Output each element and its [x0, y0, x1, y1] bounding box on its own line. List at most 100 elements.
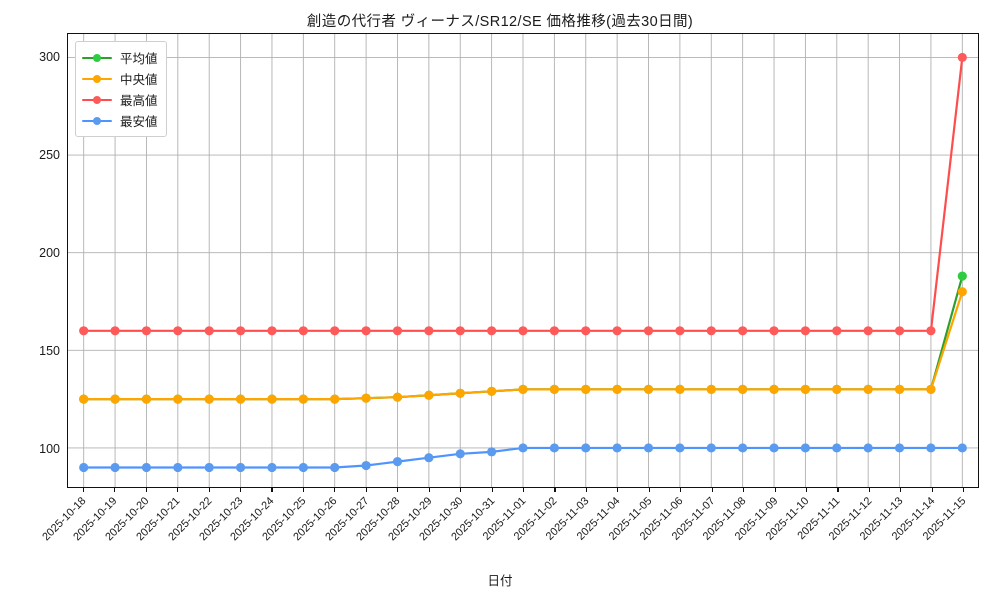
data-point: [643, 384, 654, 394]
data-point: [581, 384, 591, 394]
data-point: [738, 326, 748, 336]
legend-item-1[interactable]: 平均値: [82, 47, 158, 68]
data-point: [110, 394, 120, 404]
data-point: [267, 462, 277, 473]
data-point: [800, 384, 811, 394]
data-point: [79, 326, 89, 336]
data-point: [204, 326, 214, 336]
data-point: [361, 460, 371, 471]
data-point: [79, 394, 89, 404]
data-point: [487, 447, 497, 457]
data-point: [110, 326, 120, 336]
x-tick-mark: [239, 488, 242, 492]
data-point: [235, 326, 246, 336]
data-point: [643, 443, 654, 453]
legend-swatch-icon: [82, 52, 112, 64]
legend-swatch-icon: [82, 73, 112, 85]
data-point: [487, 326, 497, 336]
data-point: [832, 443, 842, 453]
data-point: [330, 394, 340, 404]
data-point: [581, 326, 591, 336]
data-point: [675, 384, 685, 394]
gridlines: [68, 34, 978, 487]
x-axis-ticks: 2025-10-18 2025-10-19 2025-10-20 2025-10-21…: [40, 488, 979, 598]
x-tick-mark: [365, 488, 367, 492]
x-tick-mark: [711, 488, 713, 492]
x-tick-mark: [900, 488, 902, 492]
data-point: [675, 326, 685, 336]
legend-label: 最高値: [120, 94, 158, 108]
data-point: [173, 326, 183, 336]
data-point: [361, 326, 371, 336]
series-layer: [79, 52, 967, 473]
legend-item-3[interactable]: 最高値: [82, 89, 158, 110]
data-point: [235, 462, 246, 473]
data-point: [487, 386, 497, 396]
series-line: [82, 275, 964, 401]
data-point: [894, 384, 905, 394]
x-tick-mark: [617, 488, 619, 492]
data-point: [141, 394, 152, 404]
data-point: [957, 287, 967, 297]
x-tick-mark: [585, 488, 587, 492]
data-point: [518, 326, 528, 336]
data-point: [549, 326, 559, 336]
legend-label: 中央値: [120, 73, 158, 87]
y-axis-ticks: 100 150 200 250 300: [8, 33, 74, 488]
legend-item-2[interactable]: 中央値: [82, 68, 158, 89]
x-tick-mark: [837, 488, 839, 492]
x-axis-label: 日付: [487, 574, 513, 588]
data-point: [612, 384, 622, 394]
legend-label: 平均値: [120, 52, 158, 66]
data-point: [298, 394, 308, 404]
series-line: [82, 290, 964, 401]
data-point: [894, 326, 905, 336]
legend-item-4[interactable]: 最安値: [82, 110, 158, 131]
x-tick-mark: [177, 488, 179, 492]
data-point: [957, 271, 967, 281]
data-point: [926, 384, 936, 394]
data-point: [549, 443, 559, 453]
data-point: [863, 443, 873, 453]
y-tick-label: 150: [39, 343, 60, 358]
x-tick-mark: [868, 488, 871, 492]
data-point: [455, 449, 465, 459]
data-point: [926, 326, 936, 336]
data-point: [706, 384, 716, 394]
data-point: [612, 443, 622, 453]
data-point: [455, 388, 465, 398]
data-point: [800, 443, 811, 453]
data-point: [706, 326, 716, 336]
y-tick-label: 200: [39, 245, 60, 260]
data-point: [518, 384, 528, 394]
data-point: [267, 394, 277, 404]
x-tick-mark: [334, 488, 336, 492]
data-point: [769, 326, 779, 336]
data-point: [863, 326, 873, 336]
x-tick-mark: [428, 488, 430, 492]
data-point: [957, 52, 967, 63]
data-point: [832, 384, 842, 394]
data-point: [173, 462, 183, 473]
data-point: [643, 326, 654, 336]
data-point: [235, 394, 246, 404]
data-point: [110, 462, 120, 473]
data-point: [392, 392, 403, 402]
data-point: [957, 443, 967, 453]
legend-swatch-icon: [82, 115, 112, 127]
data-point: [926, 443, 936, 453]
data-point: [738, 384, 748, 394]
x-tick-mark: [82, 488, 84, 492]
x-tick-mark: [680, 488, 682, 492]
data-point: [581, 443, 591, 453]
data-point: [330, 326, 340, 336]
data-point: [141, 462, 152, 473]
x-tick-mark: [114, 488, 116, 492]
chart-legend: 平均値中央値最高値最安値: [75, 41, 167, 137]
data-point: [424, 326, 434, 336]
x-tick-mark: [523, 488, 525, 492]
data-point: [894, 443, 905, 453]
x-tick-mark: [554, 488, 556, 492]
data-point: [392, 457, 403, 467]
